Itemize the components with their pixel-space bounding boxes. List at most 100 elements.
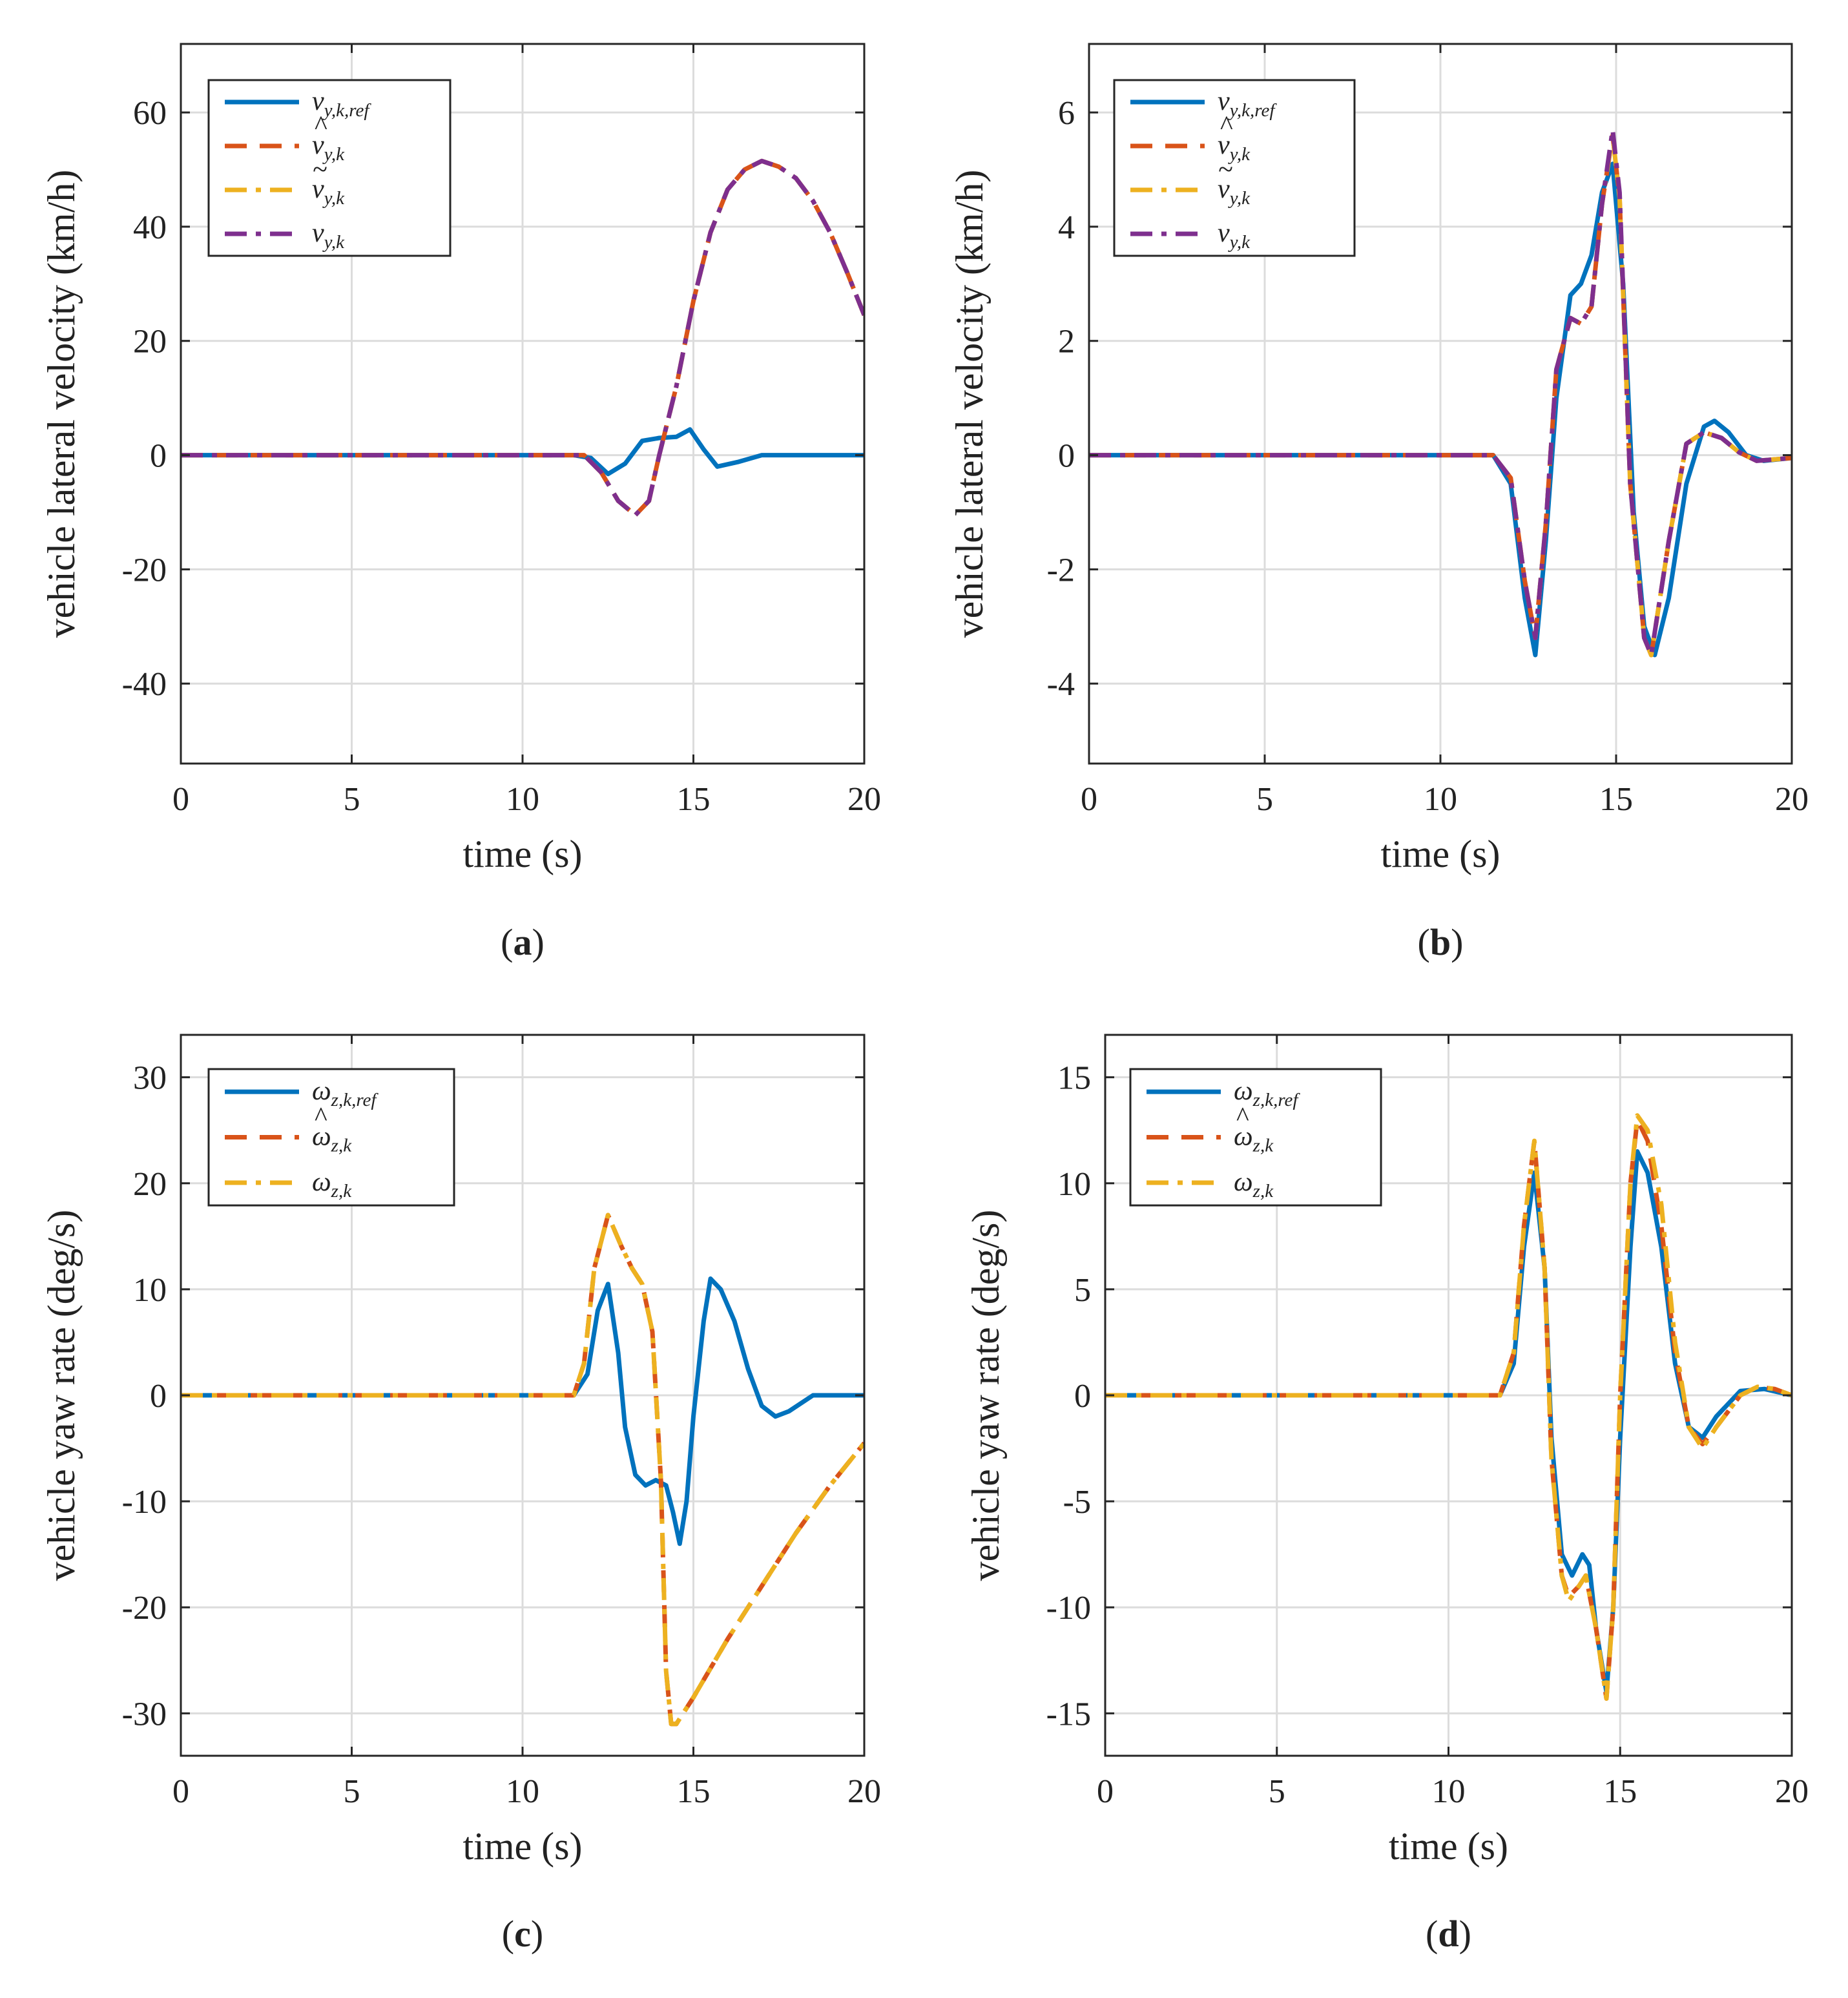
x-tick-label: 10 bbox=[506, 1773, 539, 1810]
legend-subscript: y,k bbox=[1228, 188, 1251, 209]
x-tick-label: 15 bbox=[1603, 1773, 1637, 1810]
x-tick-label: 10 bbox=[1432, 1773, 1466, 1810]
series-line-1 bbox=[181, 1212, 864, 1727]
caption-open-paren: ( bbox=[501, 921, 513, 963]
caption-open-paren: ( bbox=[1426, 1913, 1438, 1955]
x-tick-label: 20 bbox=[1775, 1773, 1809, 1810]
legend-subscript: y,k bbox=[1228, 144, 1251, 165]
y-tick-label: 10 bbox=[133, 1272, 167, 1309]
legend-label-0: vy,k,ref bbox=[1218, 87, 1277, 121]
x-axis-label: time (s) bbox=[463, 1825, 583, 1868]
x-tick-label: 5 bbox=[1256, 781, 1273, 818]
x-tick-label: 0 bbox=[172, 781, 189, 818]
legend-main-symbol: ω bbox=[312, 1076, 331, 1106]
y-tick-label: 20 bbox=[133, 324, 167, 360]
legend-main-symbol: v bbox=[312, 130, 324, 160]
caption-letter: c bbox=[514, 1913, 531, 1955]
legend-subscript: z,k bbox=[331, 1181, 353, 1202]
y-tick-label: -10 bbox=[122, 1484, 167, 1521]
legend-label-1: vy,k bbox=[312, 130, 345, 165]
x-tick-label: 0 bbox=[172, 1773, 189, 1810]
legend-accent-1: ^ bbox=[314, 1103, 327, 1132]
legend-label-0: vy,k,ref bbox=[312, 87, 371, 121]
caption-close-paren: ) bbox=[1459, 1913, 1471, 1955]
y-tick-label: 4 bbox=[1058, 209, 1075, 246]
chart-panel-b: 0 5 10 15 20 -4 -2 0 2 4 6 time (s) vehicle lateral … bbox=[948, 43, 1809, 963]
y-tick-label: -15 bbox=[1046, 1696, 1091, 1733]
y-tick-label: 15 bbox=[1057, 1060, 1091, 1097]
caption-close-paren: ) bbox=[531, 1913, 543, 1955]
legend-main-symbol: v bbox=[312, 218, 324, 248]
legend-subscript: y,k bbox=[322, 144, 346, 165]
legend-accent-1: ^ bbox=[314, 111, 327, 141]
y-tick-label: -5 bbox=[1063, 1484, 1091, 1521]
y-tick-label: 6 bbox=[1058, 95, 1075, 132]
legend-label-1: ωz,k bbox=[1234, 1122, 1274, 1156]
x-tick-label: 0 bbox=[1081, 781, 1097, 818]
y-tick-label: 0 bbox=[1058, 438, 1075, 475]
x-tick-label: 20 bbox=[847, 781, 881, 818]
legend-label-1: vy,k bbox=[1218, 130, 1251, 165]
y-axis-label: vehicle lateral velocity (km/h) bbox=[948, 170, 991, 638]
series-group bbox=[1089, 127, 1792, 658]
legend-subscript: z,k bbox=[1252, 1136, 1274, 1156]
legend-subscript: z,k,ref bbox=[1252, 1090, 1301, 1110]
legend-subscript: y,k bbox=[322, 232, 346, 253]
series-line-3 bbox=[181, 158, 864, 517]
panel-caption: (a) bbox=[501, 921, 545, 963]
y-tick-label: -10 bbox=[1046, 1590, 1091, 1627]
x-axis-label: time (s) bbox=[1381, 833, 1500, 875]
chart-panel-a: 0 5 10 15 20 -40 -20 0 20 40 60 time (s) vehicle lat… bbox=[40, 43, 881, 963]
x-axis-label: time (s) bbox=[1389, 1825, 1508, 1868]
legend-label-2: ωz,k bbox=[1234, 1167, 1274, 1202]
legend-label-0: ωz,k,ref bbox=[1234, 1076, 1300, 1110]
x-tick-label: 15 bbox=[677, 781, 711, 818]
y-tick-label: 10 bbox=[1057, 1166, 1091, 1203]
legend-main-symbol: ω bbox=[312, 1167, 331, 1197]
y-tick-label: 60 bbox=[133, 95, 167, 132]
caption-open-paren: ( bbox=[502, 1913, 514, 1955]
y-axis-label: vehicle yaw rate (deg/s) bbox=[40, 1210, 83, 1581]
y-tick-label: 40 bbox=[133, 209, 167, 246]
legend-label-2: vy,k bbox=[312, 174, 345, 209]
legend-label-3: vy,k bbox=[1218, 218, 1251, 253]
legend-subscript: y,k,ref bbox=[322, 100, 372, 121]
legend-label-2: ωz,k bbox=[312, 1167, 352, 1202]
x-tick-label: 20 bbox=[847, 1773, 881, 1810]
series-line-0 bbox=[181, 1276, 864, 1546]
x-tick-label: 10 bbox=[1424, 781, 1457, 818]
caption-close-paren: ) bbox=[1451, 921, 1463, 963]
legend-accent-2: ~ bbox=[313, 155, 327, 185]
y-tick-label: 0 bbox=[150, 438, 167, 475]
x-tick-label: 15 bbox=[1599, 781, 1633, 818]
y-axis-label: vehicle lateral velocity (km/h) bbox=[40, 170, 83, 638]
chart-panel-c: 0 5 10 15 20 -30 -20 -10 0 10 20 30 time (s) vehicle … bbox=[40, 1034, 881, 1955]
series-line-2 bbox=[1105, 1113, 1792, 1701]
legend-label-3: vy,k bbox=[312, 218, 345, 253]
y-axis-label: vehicle yaw rate (deg/s) bbox=[964, 1210, 1007, 1581]
legend-main-symbol: ω bbox=[312, 1122, 331, 1152]
x-tick-label: 5 bbox=[344, 1773, 360, 1810]
caption-close-paren: ) bbox=[532, 921, 545, 963]
legend-subscript: y,k bbox=[1228, 232, 1251, 253]
legend-accent-2: ~ bbox=[1218, 155, 1233, 185]
legend-box bbox=[207, 79, 452, 257]
legend-main-symbol: v bbox=[1218, 130, 1230, 160]
legend-main-symbol: v bbox=[1218, 218, 1230, 248]
y-tick-label: 5 bbox=[1074, 1272, 1091, 1309]
y-tick-label: 2 bbox=[1058, 324, 1075, 360]
legend-subscript: y,k bbox=[322, 188, 346, 209]
legend-main-symbol: v bbox=[1218, 174, 1230, 204]
y-tick-label: 20 bbox=[133, 1166, 167, 1203]
legend-main-symbol: v bbox=[312, 87, 324, 116]
legend-main-symbol: ω bbox=[1234, 1122, 1253, 1152]
x-tick-label: 5 bbox=[344, 781, 360, 818]
legend-subscript: z,k bbox=[1252, 1181, 1274, 1202]
series-group bbox=[181, 1212, 864, 1727]
x-tick-label: 15 bbox=[677, 1773, 711, 1810]
caption-letter: a bbox=[514, 921, 532, 963]
y-tick-label: -2 bbox=[1047, 552, 1075, 588]
